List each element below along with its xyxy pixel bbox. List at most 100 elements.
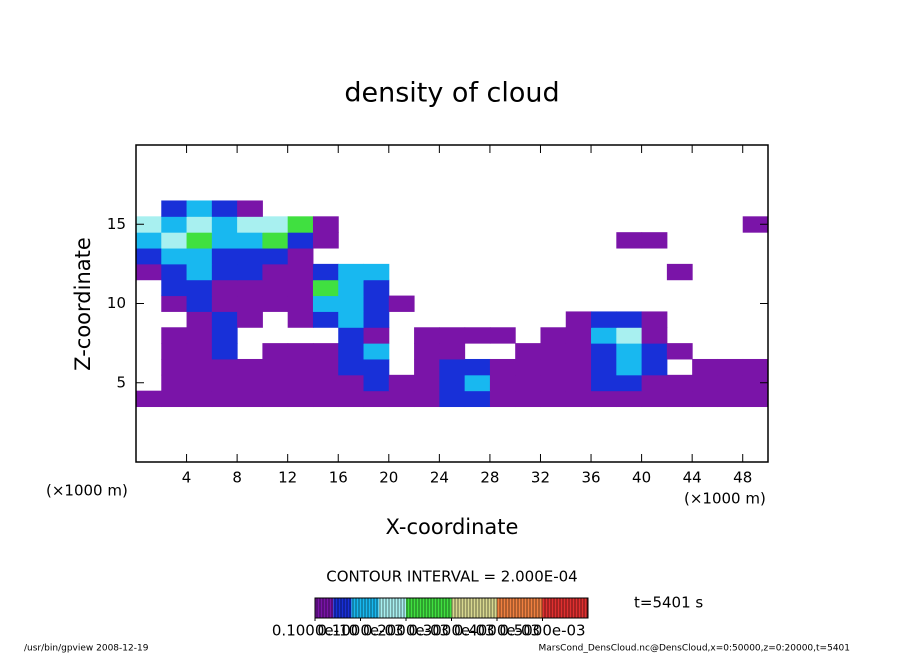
cell xyxy=(161,200,188,217)
cell xyxy=(287,295,314,312)
cell xyxy=(161,216,188,233)
cell xyxy=(338,374,365,392)
cell xyxy=(338,390,365,408)
cell xyxy=(186,263,213,281)
cell xyxy=(616,390,643,408)
cell xyxy=(388,295,415,312)
cell xyxy=(565,358,592,376)
cell xyxy=(312,390,339,408)
cell xyxy=(540,343,567,360)
x-tick-label: 44 xyxy=(683,469,702,487)
cell xyxy=(262,248,289,265)
cell xyxy=(211,358,238,376)
cell xyxy=(211,295,238,312)
cell xyxy=(666,343,693,360)
cell xyxy=(565,343,592,360)
cell xyxy=(692,358,718,376)
cell xyxy=(540,358,567,376)
cell xyxy=(717,374,744,392)
cell xyxy=(211,390,238,408)
cell xyxy=(414,358,440,376)
colorbar-label: 0.3000e-03 xyxy=(408,622,494,640)
y-axis-label: Z-coordinate xyxy=(71,237,95,371)
cell xyxy=(186,232,213,249)
cell xyxy=(136,390,162,408)
colorbar-label: 0.2000e-03 xyxy=(363,622,449,640)
cell xyxy=(287,343,314,360)
cell xyxy=(464,358,491,376)
cell xyxy=(211,248,238,265)
cell xyxy=(161,374,188,392)
cell xyxy=(363,343,390,360)
cell xyxy=(161,232,188,249)
cell xyxy=(388,390,415,408)
cell xyxy=(616,358,643,376)
cell xyxy=(161,343,188,360)
cell xyxy=(692,374,718,392)
cell xyxy=(641,311,668,328)
cell xyxy=(287,311,314,328)
footer-right: MarsCond_DensCloud.nc@DensCloud,x=0:5000… xyxy=(539,644,851,654)
cell xyxy=(464,390,491,408)
cell xyxy=(186,279,213,297)
cell xyxy=(515,343,541,360)
cell xyxy=(186,327,213,344)
cell xyxy=(237,248,263,265)
cell xyxy=(540,327,567,344)
cell xyxy=(237,263,263,281)
y-tick-label: 15 xyxy=(107,215,126,233)
colorbar-label: 0.1000e-10 xyxy=(272,622,358,640)
cell xyxy=(211,343,238,360)
cell xyxy=(287,263,314,281)
x-tick-label: 36 xyxy=(581,469,600,487)
cell xyxy=(312,216,339,233)
x-tick-label: 12 xyxy=(278,469,297,487)
cell xyxy=(237,358,263,376)
y-tick-label: 5 xyxy=(116,373,126,391)
cell xyxy=(136,216,162,233)
cell xyxy=(363,263,390,281)
cell xyxy=(262,390,289,408)
cell xyxy=(742,374,769,392)
cell xyxy=(591,311,617,328)
cell xyxy=(211,374,238,392)
cell xyxy=(287,248,314,265)
cell xyxy=(464,374,491,392)
cell xyxy=(287,279,314,297)
cell xyxy=(641,390,668,408)
cell xyxy=(464,327,491,344)
colorbar-segment xyxy=(451,598,497,618)
cell xyxy=(363,311,390,328)
cell xyxy=(565,374,592,392)
cell xyxy=(363,295,390,312)
cell xyxy=(489,358,516,376)
cell xyxy=(211,232,238,249)
cell xyxy=(666,374,693,392)
cell xyxy=(211,200,238,217)
cell xyxy=(287,374,314,392)
cell xyxy=(312,279,339,297)
cell xyxy=(338,263,365,281)
cell xyxy=(262,343,289,360)
cell xyxy=(186,295,213,312)
cell xyxy=(414,374,440,392)
cell xyxy=(287,358,314,376)
cell xyxy=(388,374,415,392)
cell xyxy=(338,295,365,312)
cell xyxy=(287,390,314,408)
cell xyxy=(363,358,390,376)
cell xyxy=(591,390,617,408)
cell xyxy=(161,295,188,312)
cell xyxy=(439,390,466,408)
cell xyxy=(742,216,769,233)
x-tick-label: 24 xyxy=(430,469,449,487)
cell xyxy=(641,374,668,392)
cell xyxy=(186,390,213,408)
cell xyxy=(262,263,289,281)
cell xyxy=(161,327,188,344)
x-axis-label: X-coordinate xyxy=(386,515,519,539)
cell xyxy=(186,374,213,392)
cell xyxy=(565,327,592,344)
cell xyxy=(616,343,643,360)
